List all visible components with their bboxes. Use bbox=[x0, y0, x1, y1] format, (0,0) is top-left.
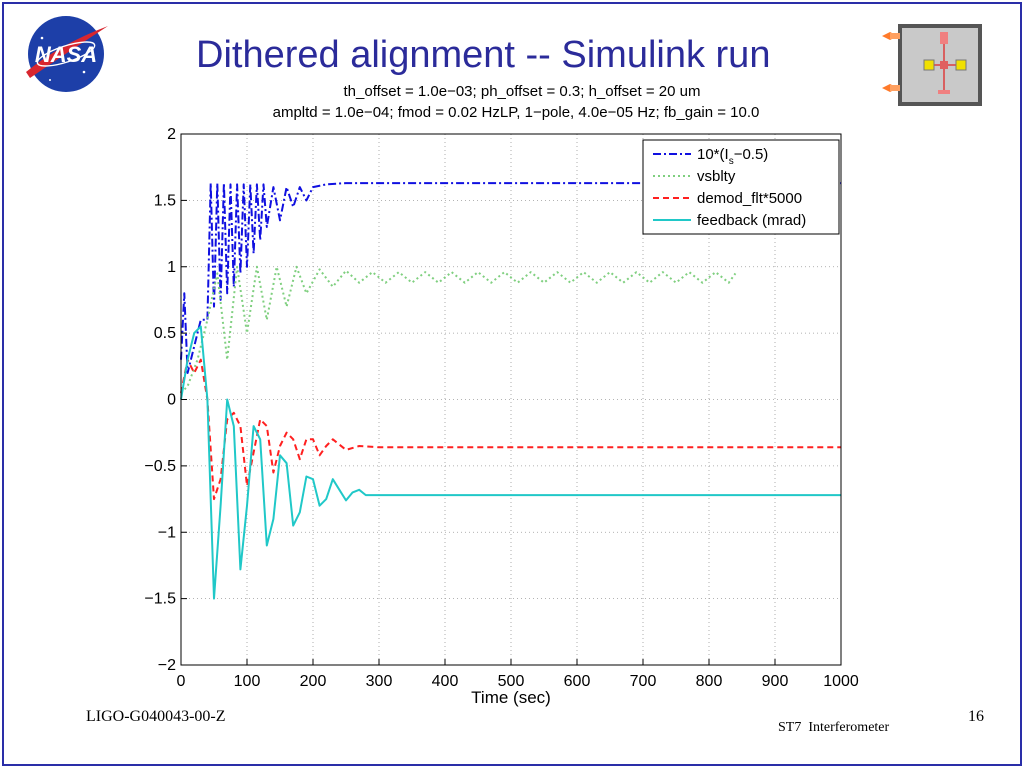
footer-document-id: LIGO-G040043-00-Z bbox=[86, 708, 226, 725]
nasa-logo-text: NASA bbox=[35, 42, 97, 67]
x-tick-label: 600 bbox=[564, 673, 591, 690]
series-line-feedback bbox=[180, 325, 841, 600]
series-layer bbox=[180, 182, 841, 600]
x-tick-label: 500 bbox=[498, 673, 525, 690]
x-tick-label: 900 bbox=[762, 673, 789, 690]
x-axis-label: Time (sec) bbox=[471, 688, 551, 707]
series-line-intensity bbox=[180, 182, 841, 374]
nasa-logo: NASA bbox=[26, 16, 108, 92]
x-tick-label: 100 bbox=[234, 673, 261, 690]
x-tick-label: 1000 bbox=[823, 673, 859, 690]
y-tick-label: −1.5 bbox=[144, 591, 176, 608]
chart-title-line-2: ampltd = 1.0e−04; fmod = 0.02 HzLP, 1−po… bbox=[273, 104, 760, 121]
y-tick-label: −1 bbox=[158, 524, 176, 541]
ticks: 0 100 200 300 400 500 600 700 800 900 1000 2 1.5 1 0.5… bbox=[144, 126, 858, 690]
y-tick-label: −2 bbox=[158, 657, 176, 674]
legend: 10*(Is−0.5) vsblty demod_flt*5000 feedba… bbox=[642, 139, 840, 235]
x-tick-label: 200 bbox=[300, 673, 327, 690]
interferometer-icon bbox=[882, 24, 982, 106]
legend-label-2: vsblty bbox=[697, 168, 736, 185]
legend-box bbox=[642, 139, 840, 235]
legend-label-1: 10*(Is−0.5) bbox=[697, 146, 768, 167]
page-number: 16 bbox=[968, 708, 984, 725]
y-tick-label: 0 bbox=[167, 392, 176, 409]
x-tick-label: 300 bbox=[366, 673, 393, 690]
x-tick-label: 800 bbox=[696, 673, 723, 690]
series-line-demod bbox=[180, 358, 841, 501]
line-chart: th_offset = 1.0e−03; ph_offset = 0.3; h_… bbox=[140, 78, 872, 710]
chart-title-line-1: th_offset = 1.0e−03; ph_offset = 0.3; h_… bbox=[344, 83, 701, 100]
y-tick-label: −0.5 bbox=[144, 458, 176, 475]
slide-title: Dithered alignment -- Simulink run bbox=[196, 34, 771, 76]
legend-label-3: demod_flt*5000 bbox=[697, 190, 802, 207]
x-tick-label: 400 bbox=[432, 673, 459, 690]
x-tick-label: 700 bbox=[630, 673, 657, 690]
y-tick-label: 0.5 bbox=[154, 325, 176, 342]
y-tick-label: 1 bbox=[167, 259, 176, 276]
nasa-meatball-icon bbox=[28, 16, 104, 92]
x-tick-label: 0 bbox=[177, 673, 186, 690]
y-tick-label: 2 bbox=[167, 126, 176, 143]
legend-label-4: feedback (mrad) bbox=[697, 212, 806, 229]
y-tick-label: 1.5 bbox=[154, 192, 176, 209]
footer-center-text: ST7 Interferometer bbox=[778, 720, 890, 735]
